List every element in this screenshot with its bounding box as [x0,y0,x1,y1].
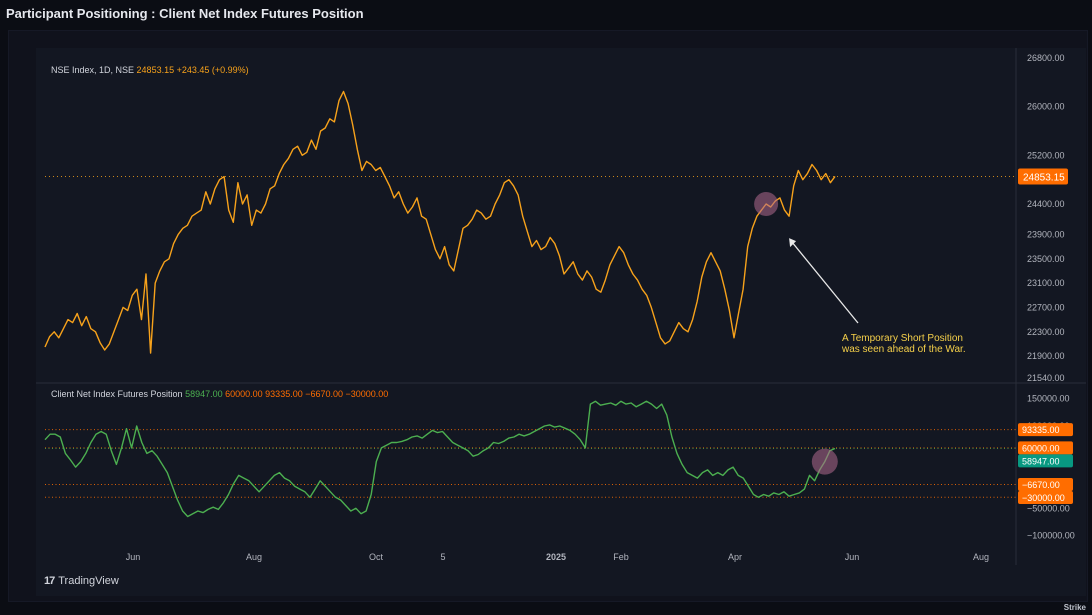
page-title: Participant Positioning : Client Net Ind… [6,6,364,21]
tradingview-logo[interactable]: 17 TradingView [44,575,119,587]
price-tick-label: 23900.00 [1027,229,1065,239]
x-tick-label: Jun [126,552,141,562]
x-axis: Jun Aug Oct 5 2025 Feb Apr Jun Aug [126,552,989,562]
last-price-label: 24853.15 [1023,172,1065,183]
value-badge-label: −6670.00 [1022,480,1060,490]
value-badge [1018,490,1073,504]
annotation-text: was seen ahead of the War. [841,344,966,355]
price-legend: NSE Index, 1D, NSE 24853.15 +243.45 (+0.… [51,65,249,75]
value-badge [1018,423,1073,437]
position-pane: 150000.00100000.00−50000.00−100000.00Cli… [44,389,1075,541]
highlight-circle-price [754,192,779,217]
value-badge [1018,441,1073,455]
position-tick-label: −100000.00 [1027,531,1075,541]
price-tick-label: 26000.00 [1027,102,1065,112]
value-badge-label: 93335.00 [1022,425,1060,435]
value-badge [1018,477,1073,491]
tradingview-icon: 17 [44,575,55,587]
price-tick-label: 25200.00 [1027,150,1065,160]
position-series-line [44,400,836,518]
position-tick-label: −50000.00 [1027,503,1070,513]
price-tick-label: 23100.00 [1027,278,1065,288]
position-tick-label: 150000.00 [1027,394,1070,404]
price-series-line [44,90,836,354]
x-tick-label: Oct [369,552,384,562]
value-badge-label: 58947.00 [1022,456,1060,466]
chart-panel[interactable] [36,48,1086,596]
price-tick-label: 23500.00 [1027,254,1065,264]
price-tick-label: 24400.00 [1027,199,1065,209]
x-tick-label: Aug [246,552,262,562]
price-tick-label: 22300.00 [1027,327,1065,337]
tradingview-label: TradingView [58,575,119,587]
value-badge [1018,454,1073,468]
annotation-arrow [791,241,859,324]
value-badge-label: −30000.00 [1022,493,1065,503]
price-tick-label: 21900.00 [1027,351,1065,361]
highlight-circle-position [811,448,838,475]
position-legend: Client Net Index Futures Position 58947.… [51,389,388,399]
price-tick-label: 22700.00 [1027,302,1065,312]
x-tick-label: Aug [973,552,989,562]
x-tick-label: 2025 [546,552,566,562]
price-tick-label: 21540.00 [1027,373,1065,383]
price-pane: 26800.00 26000.00 25200.00 24400.00 23900.00… [44,53,1068,383]
price-tick-label: 26800.00 [1027,53,1065,63]
annotation-arrowhead [789,238,797,248]
last-price-badge [1018,168,1068,185]
x-tick-label: 5 [440,552,445,562]
annotation-text: A Temporary Short Position [842,333,963,344]
value-badge-label: 60000.00 [1022,443,1060,453]
x-tick-label: Feb [613,552,629,562]
x-tick-label: Jun [845,552,860,562]
x-tick-label: Apr [728,552,742,562]
watermark: Strike [1063,603,1086,612]
